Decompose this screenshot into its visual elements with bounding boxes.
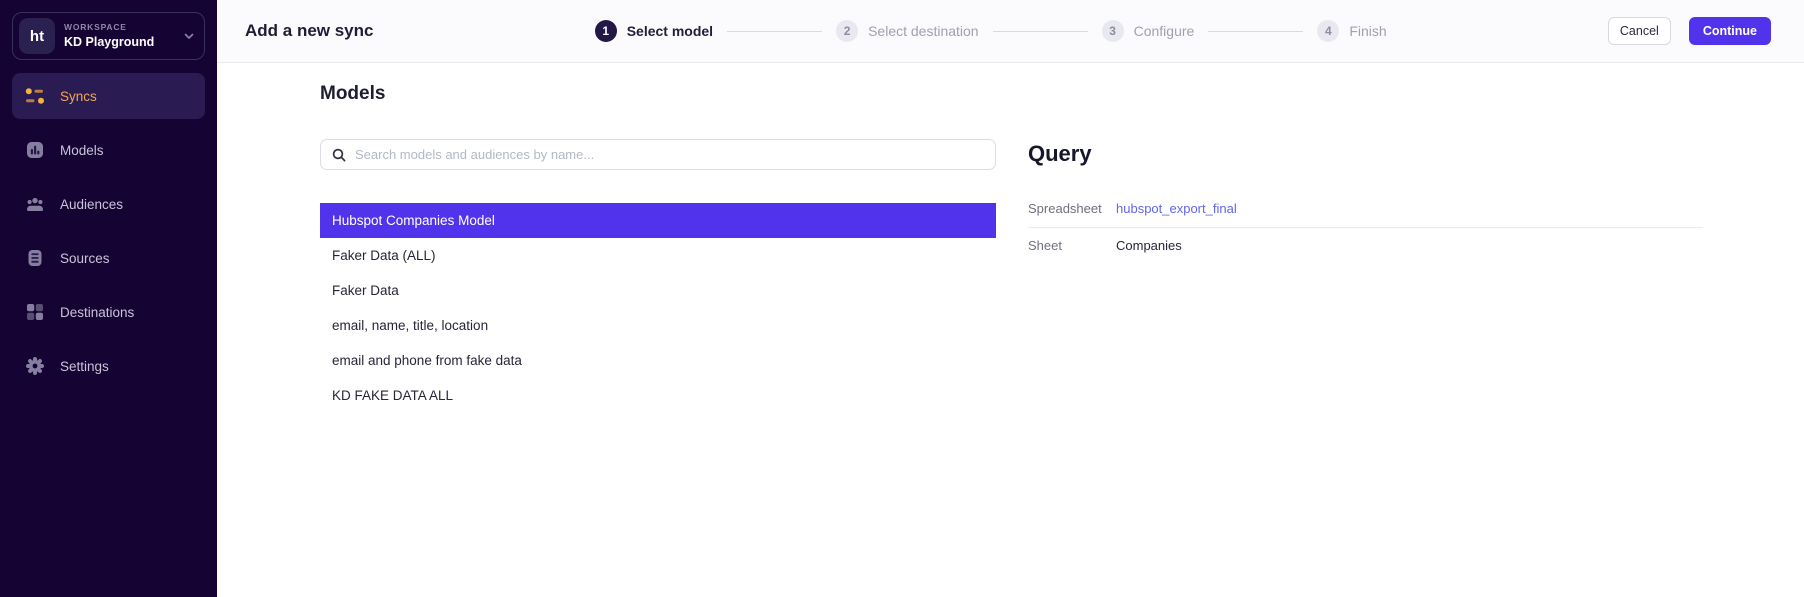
- syncs-icon: [24, 85, 46, 107]
- step-select-destination: 2 Select destination: [836, 20, 979, 42]
- query-row-label: Spreadsheet: [1028, 201, 1102, 216]
- model-list-item[interactable]: Faker Data (ALL): [332, 248, 436, 263]
- spreadsheet-link[interactable]: hubspot_export_final: [1116, 201, 1237, 216]
- wizard-header: Add a new sync 1 Select model 2 Select d…: [217, 0, 1804, 63]
- main-area: Add a new sync 1 Select model 2 Select d…: [217, 0, 1804, 597]
- sidebar-item-label: Destinations: [60, 304, 135, 320]
- model-search[interactable]: [320, 139, 996, 170]
- query-row-label: Sheet: [1028, 238, 1062, 253]
- sheet-value: Companies: [1116, 238, 1182, 253]
- sidebar: ht WORKSPACE KD Playground Syncs: [0, 0, 217, 597]
- model-list: Hubspot Companies Model Faker Data (ALL)…: [320, 203, 996, 413]
- sidebar-item-label: Models: [60, 142, 104, 158]
- step-select-model: 1 Select model: [594, 20, 714, 42]
- step-finish: 4 Finish: [1317, 20, 1387, 42]
- sidebar-nav: Syncs Models A: [12, 73, 205, 397]
- step-label: Configure: [1133, 23, 1195, 39]
- sidebar-item-syncs[interactable]: Syncs: [12, 73, 205, 119]
- step-label: Select destination: [868, 23, 979, 39]
- cancel-button[interactable]: Cancel: [1607, 17, 1671, 45]
- chevron-down-icon: [182, 29, 196, 43]
- query-row-spreadsheet: Spreadsheet hubspot_export_final: [1028, 191, 1703, 228]
- page-title: Add a new sync: [245, 21, 374, 40]
- model-list-item[interactable]: email, name, title, location: [332, 318, 489, 333]
- model-list-item[interactable]: Hubspot Companies Model: [320, 203, 996, 238]
- wizard-stepper: 1 Select model 2 Select destination 3 Co…: [373, 20, 1607, 42]
- sidebar-item-label: Syncs: [60, 88, 97, 104]
- workspace-meta: WORKSPACE KD Playground: [64, 21, 182, 49]
- audiences-icon: [24, 193, 46, 215]
- model-list-item[interactable]: KD FAKE DATA ALL: [332, 388, 454, 403]
- query-row-sheet: Sheet Companies: [1028, 228, 1703, 264]
- workspace-label: WORKSPACE: [64, 21, 127, 32]
- step-number: 1: [594, 20, 617, 42]
- sidebar-item-settings[interactable]: Settings: [12, 343, 205, 389]
- step-connector: [992, 30, 1088, 32]
- sidebar-item-models[interactable]: Models: [12, 127, 205, 173]
- continue-button[interactable]: Continue: [1688, 17, 1771, 45]
- step-label: Finish: [1349, 23, 1387, 39]
- models-panel-title: Models: [320, 83, 386, 104]
- hightouch-logo: ht: [19, 18, 55, 54]
- destinations-icon: [24, 301, 46, 323]
- query-panel-title: Query: [1028, 141, 1092, 166]
- step-connector: [727, 30, 823, 32]
- sidebar-item-destinations[interactable]: Destinations: [12, 289, 205, 335]
- workspace-switcher[interactable]: ht WORKSPACE KD Playground: [12, 12, 205, 60]
- sidebar-item-label: Audiences: [60, 196, 124, 212]
- model-list-item[interactable]: email and phone from fake data: [332, 353, 522, 368]
- step-number: 3: [1101, 20, 1124, 42]
- models-panel: Models Hubspot Companies Model Faker Dat…: [320, 83, 996, 597]
- sidebar-item-label: Settings: [60, 358, 109, 374]
- header-actions: Cancel Continue: [1607, 17, 1771, 45]
- search-input[interactable]: [355, 147, 985, 162]
- models-icon: [24, 139, 46, 161]
- sidebar-item-audiences[interactable]: Audiences: [12, 181, 205, 227]
- step-number: 2: [836, 20, 859, 42]
- step-number: 4: [1317, 20, 1340, 42]
- wizard-content: Models Hubspot Companies Model Faker Dat…: [217, 63, 1804, 597]
- sidebar-item-sources[interactable]: Sources: [12, 235, 205, 281]
- step-configure: 3 Configure: [1101, 20, 1195, 42]
- search-icon: [331, 147, 347, 163]
- step-label: Select model: [626, 23, 714, 39]
- settings-gear-icon: [24, 355, 46, 377]
- sidebar-item-label: Sources: [60, 250, 110, 266]
- query-details: Spreadsheet hubspot_export_final Sheet C…: [1028, 191, 1703, 264]
- sources-icon: [24, 247, 46, 269]
- workspace-name: KD Playground: [64, 34, 155, 49]
- query-panel: Query Spreadsheet hubspot_export_final S…: [1028, 83, 1703, 597]
- step-connector: [1208, 30, 1304, 32]
- model-list-item[interactable]: Faker Data: [332, 283, 399, 298]
